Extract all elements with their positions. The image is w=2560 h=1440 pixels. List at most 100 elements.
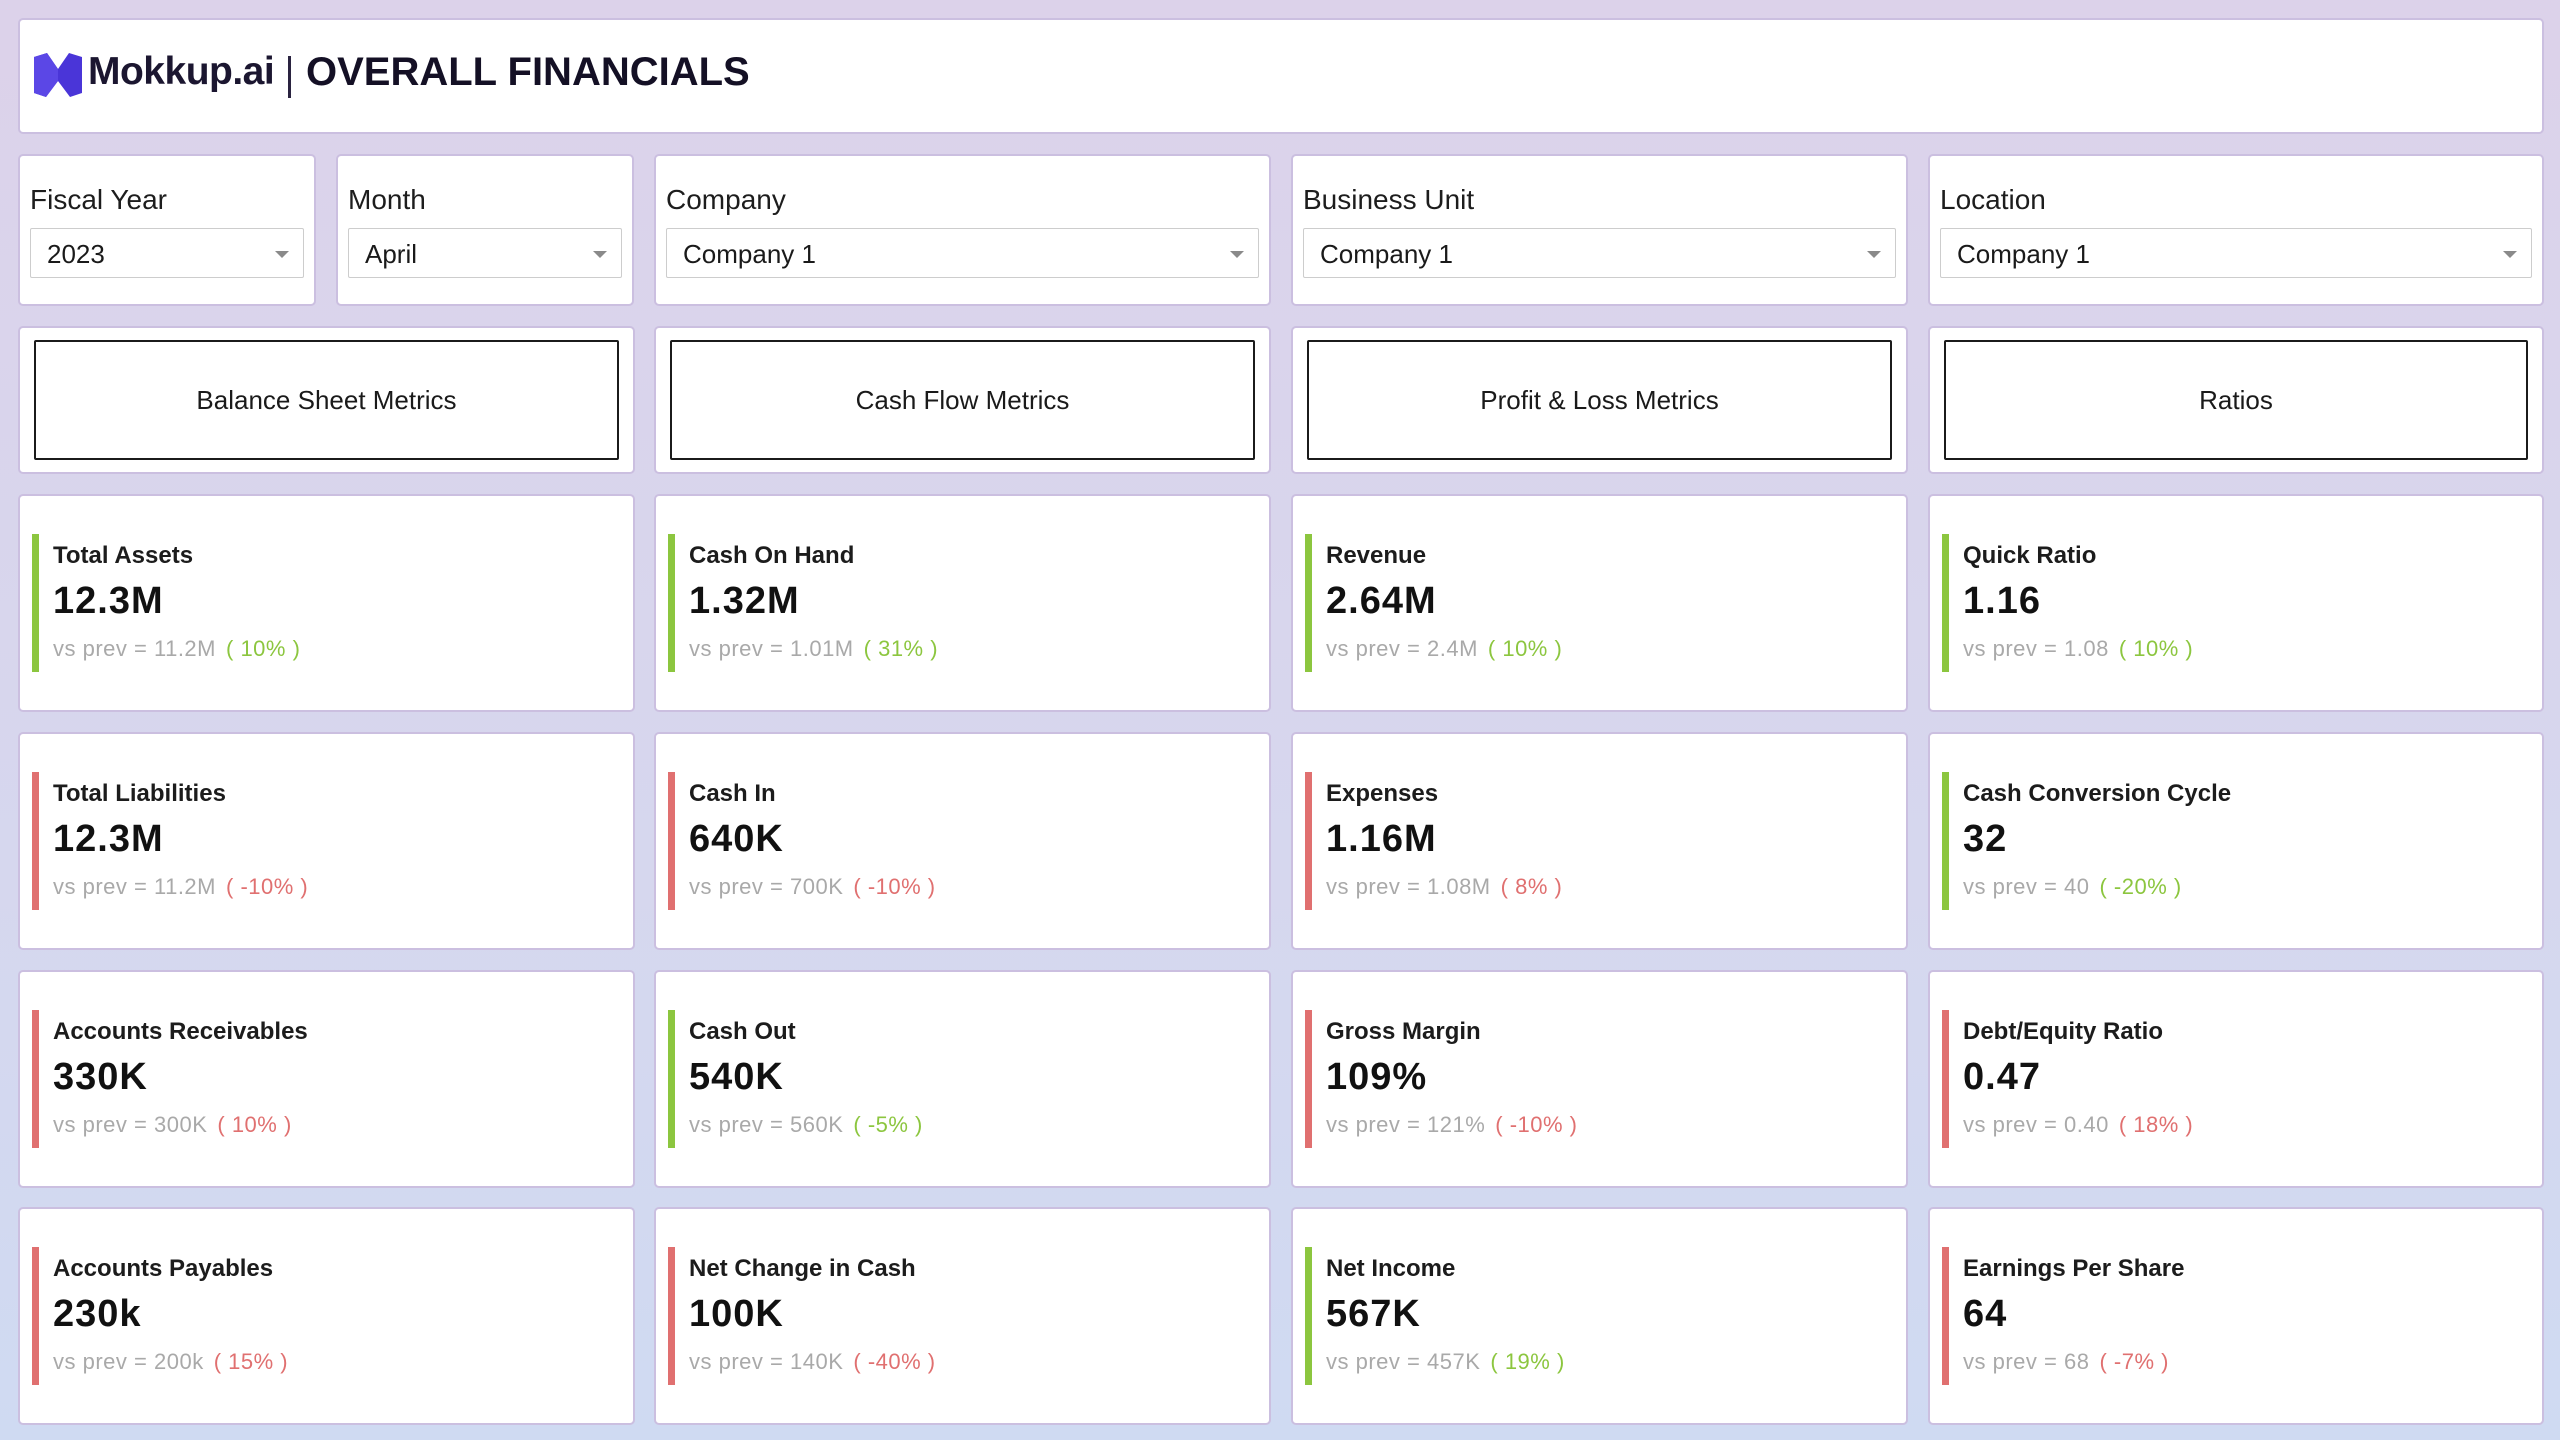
kpi-card: Revenue 2.64M vs prev = 2.4M ( 10% )	[1291, 494, 1908, 712]
kpi-status-bar	[32, 534, 39, 672]
kpi-card: Total Assets 12.3M vs prev = 11.2M ( 10% )	[18, 494, 635, 712]
kpi-card: Net Income 567K vs prev = 457K ( 19% )	[1291, 1207, 1908, 1425]
filter-label: Fiscal Year	[30, 184, 167, 215]
kpi-comparison: vs prev = 68 ( -7% )	[1963, 1349, 2169, 1375]
business-unit-dropdown[interactable]: Company 1	[1303, 228, 1896, 278]
kpi-status-bar	[1942, 534, 1949, 672]
chevron-down-icon	[593, 251, 607, 258]
kpi-change: ( 18% )	[2118, 1112, 2194, 1137]
kpi-prev-value: vs prev = 140K	[689, 1349, 844, 1374]
profit-loss-metrics-button[interactable]: Profit & Loss Metrics	[1307, 340, 1892, 460]
kpi-value: 330K	[53, 1056, 148, 1098]
kpi-card: Cash Conversion Cycle 32 vs prev = 40 ( -20…	[1928, 732, 2544, 950]
kpi-change: ( -5% )	[853, 1112, 923, 1137]
kpi-comparison: vs prev = 121% ( -10% )	[1326, 1112, 1578, 1138]
kpi-change: ( -7% )	[2099, 1349, 2169, 1374]
filter-business-unit: Business Unit Company 1	[1291, 154, 1908, 306]
page-title: OVERALL FINANCIALS	[306, 50, 750, 94]
kpi-status-bar	[1305, 1010, 1312, 1148]
kpi-change: ( 10% )	[1487, 636, 1563, 661]
cash-flow-metrics-button[interactable]: Cash Flow Metrics	[670, 340, 1255, 460]
location-dropdown[interactable]: Company 1	[1940, 228, 2532, 278]
balance-sheet-metrics-button[interactable]: Balance Sheet Metrics	[34, 340, 619, 460]
kpi-value: 109%	[1326, 1056, 1428, 1098]
kpi-title: Cash In	[689, 780, 776, 807]
kpi-title: Gross Margin	[1326, 1018, 1481, 1045]
kpi-title: Net Change in Cash	[689, 1255, 916, 1282]
kpi-value: 1.32M	[689, 580, 800, 622]
kpi-comparison: vs prev = 11.2M ( -10% )	[53, 874, 308, 900]
kpi-card: Earnings Per Share 64 vs prev = 68 ( -7% )	[1928, 1207, 2544, 1425]
kpi-status-bar	[1305, 534, 1312, 672]
kpi-title: Revenue	[1326, 542, 1427, 569]
kpi-prev-value: vs prev = 11.2M	[53, 636, 216, 661]
kpi-change: ( 8% )	[1500, 874, 1563, 899]
selected-value: Company 1	[1320, 239, 1453, 269]
kpi-comparison: vs prev = 700K ( -10% )	[689, 874, 936, 900]
kpi-value: 2.64M	[1326, 580, 1437, 622]
kpi-title: Accounts Receivables	[53, 1018, 308, 1045]
kpi-card: Expenses 1.16M vs prev = 1.08M ( 8% )	[1291, 732, 1908, 950]
header-bar: Mokkup.ai OVERALL FINANCIALS	[18, 18, 2544, 134]
kpi-comparison: vs prev = 11.2M ( 10% )	[53, 636, 300, 662]
kpi-change: ( -10% )	[853, 874, 936, 899]
company-dropdown[interactable]: Company 1	[666, 228, 1259, 278]
category-panel: Profit & Loss Metrics	[1291, 326, 1908, 474]
kpi-value: 100K	[689, 1293, 784, 1335]
kpi-status-bar	[1942, 1247, 1949, 1385]
kpi-card: Cash Out 540K vs prev = 560K ( -5% )	[654, 970, 1271, 1188]
kpi-change: ( -10% )	[1495, 1112, 1578, 1137]
kpi-prev-value: vs prev = 700K	[689, 874, 844, 899]
kpi-status-bar	[1942, 772, 1949, 910]
kpi-title: Net Income	[1326, 1255, 1456, 1282]
kpi-comparison: vs prev = 140K ( -40% )	[689, 1349, 936, 1375]
category-panel: Ratios	[1928, 326, 2544, 474]
kpi-change: ( 31% )	[863, 636, 939, 661]
kpi-title: Earnings Per Share	[1963, 1255, 2185, 1282]
month-dropdown[interactable]: April	[348, 228, 622, 278]
kpi-comparison: vs prev = 1.08M ( 8% )	[1326, 874, 1562, 900]
filter-location: Location Company 1	[1928, 154, 2544, 306]
kpi-status-bar	[32, 1010, 39, 1148]
kpi-status-bar	[668, 772, 675, 910]
kpi-status-bar	[32, 772, 39, 910]
selected-value: Company 1	[683, 239, 816, 269]
kpi-status-bar	[668, 1010, 675, 1148]
chevron-down-icon	[275, 251, 289, 258]
kpi-value: 64	[1963, 1293, 2008, 1335]
kpi-value: 230k	[53, 1293, 142, 1335]
ratios-button[interactable]: Ratios	[1944, 340, 2528, 460]
kpi-prev-value: vs prev = 2.4M	[1326, 636, 1478, 661]
kpi-prev-value: vs prev = 1.08	[1963, 636, 2109, 661]
kpi-change: ( 15% )	[213, 1349, 289, 1374]
kpi-prev-value: vs prev = 300K	[53, 1112, 208, 1137]
filter-fiscal-year: Fiscal Year 2023	[18, 154, 316, 306]
kpi-comparison: vs prev = 2.4M ( 10% )	[1326, 636, 1562, 662]
kpi-status-bar	[668, 534, 675, 672]
kpi-comparison: vs prev = 457K ( 19% )	[1326, 1349, 1565, 1375]
kpi-comparison: vs prev = 300K ( 10% )	[53, 1112, 292, 1138]
kpi-comparison: vs prev = 1.01M ( 31% )	[689, 636, 938, 662]
kpi-title: Total Liabilities	[53, 780, 226, 807]
kpi-value: 12.3M	[53, 580, 164, 622]
kpi-value: 640K	[689, 818, 784, 860]
kpi-status-bar	[32, 1247, 39, 1385]
kpi-comparison: vs prev = 560K ( -5% )	[689, 1112, 923, 1138]
logo-divider	[288, 56, 291, 98]
kpi-card: Cash In 640K vs prev = 700K ( -10% )	[654, 732, 1271, 950]
chevron-down-icon	[1230, 251, 1244, 258]
kpi-value: 1.16M	[1326, 818, 1437, 860]
kpi-card: Gross Margin 109% vs prev = 121% ( -10% )	[1291, 970, 1908, 1188]
kpi-prev-value: vs prev = 0.40	[1963, 1112, 2109, 1137]
selected-value: Company 1	[1957, 239, 2090, 269]
kpi-card: Accounts Payables 230k vs prev = 200k ( 15%…	[18, 1207, 635, 1425]
kpi-title: Cash Conversion Cycle	[1963, 780, 2232, 807]
kpi-title: Accounts Payables	[53, 1255, 274, 1282]
kpi-card: Accounts Receivables 330K vs prev = 300K ( …	[18, 970, 635, 1188]
kpi-change: ( 10% )	[226, 636, 301, 661]
kpi-change: ( -40% )	[853, 1349, 936, 1374]
kpi-change: ( -10% )	[226, 874, 309, 899]
fiscal-year-dropdown[interactable]: 2023	[30, 228, 304, 278]
kpi-card: Cash On Hand 1.32M vs prev = 1.01M ( 31% )	[654, 494, 1271, 712]
kpi-value: 32	[1963, 818, 2008, 860]
